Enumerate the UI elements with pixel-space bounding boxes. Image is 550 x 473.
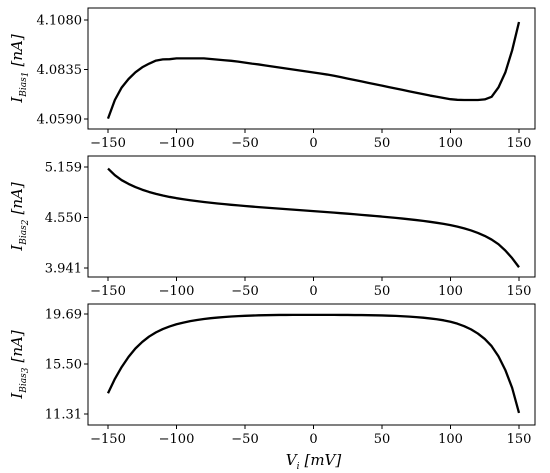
series-line <box>106 313 521 414</box>
x-tick-label: 100 <box>438 136 463 151</box>
x-tick-label: 100 <box>438 284 463 299</box>
y-tick-label: 11.31 <box>45 408 82 423</box>
x-tick-label: −50 <box>231 432 258 447</box>
panel-3: −150 −100 −50 0 50 100 150 11.31 15.50 19.69 IBias… <box>8 303 536 472</box>
x-tick-label: 150 <box>507 136 532 151</box>
y-tick-label: 4.1080 <box>37 14 83 29</box>
x-tick-label: 0 <box>309 284 317 299</box>
series-line <box>106 21 521 119</box>
panel-1: −150 −100 −50 0 50 100 150 4.0590 4.0835 4.1080 IB… <box>8 7 536 151</box>
y-tick-label: 3.941 <box>45 262 82 277</box>
y-tick-label: 15.50 <box>45 358 82 373</box>
x-tick-label: 0 <box>309 432 317 447</box>
x-tick-label: 100 <box>438 432 463 447</box>
x-tick-label: −150 <box>90 432 126 447</box>
panel-2: −150 −100 −50 0 50 100 150 3.941 4.550 5.159 IBias… <box>8 155 536 299</box>
series-line <box>107 167 520 268</box>
x-tick-label: −150 <box>90 136 126 151</box>
y-axis-label: IBias2[nA] <box>8 182 31 252</box>
x-tick-label: 50 <box>374 284 391 299</box>
y-tick-label: 5.159 <box>45 161 82 176</box>
x-tick-label: −50 <box>231 284 258 299</box>
x-tick-label: 50 <box>374 136 391 151</box>
y-tick-label: 4.550 <box>45 211 82 226</box>
axes-frame <box>87 155 536 278</box>
x-tick-label: −50 <box>231 136 258 151</box>
x-tick-label: 150 <box>507 284 532 299</box>
y-tick-label: 19.69 <box>45 308 82 323</box>
x-tick-label: −100 <box>159 432 195 447</box>
y-tick-label: 4.0835 <box>37 63 83 78</box>
axes-frame <box>87 303 536 426</box>
x-tick-label: −150 <box>90 284 126 299</box>
y-axis-label: IBias3[nA] <box>8 330 31 400</box>
x-tick-label: 0 <box>309 136 317 151</box>
axes-frame <box>87 7 536 130</box>
x-tick-label: 50 <box>374 432 391 447</box>
y-tick-label: 4.0590 <box>37 113 83 128</box>
x-axis-label: Vi [mV] <box>286 451 342 472</box>
x-tick-label: 150 <box>507 432 532 447</box>
x-tick-label: −100 <box>159 136 195 151</box>
x-tick-label: −100 <box>159 284 195 299</box>
y-axis-label: IBias1[nA] <box>8 34 31 104</box>
